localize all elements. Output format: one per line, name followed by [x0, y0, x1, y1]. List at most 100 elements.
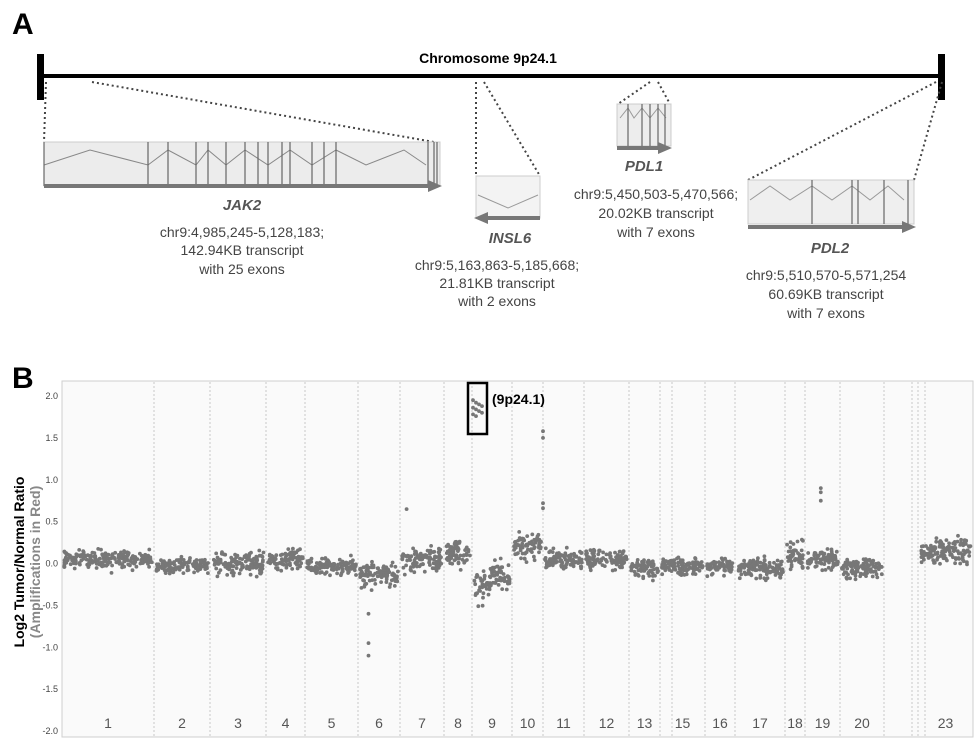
- data-point: [451, 547, 455, 552]
- data-point: [393, 564, 398, 569]
- data-point: [309, 556, 314, 561]
- data-point: [547, 550, 552, 555]
- y-tick-label: -0.5: [42, 600, 58, 610]
- outlier-point: [818, 490, 823, 495]
- data-point: [529, 547, 534, 552]
- outlier-point: [404, 507, 409, 511]
- data-point: [192, 570, 197, 575]
- data-point: [939, 553, 944, 558]
- data-point: [162, 568, 167, 573]
- data-point: [756, 556, 760, 561]
- data-point: [550, 563, 555, 568]
- data-point: [472, 578, 477, 583]
- y-tick-label: -2.0: [42, 726, 58, 736]
- data-point: [717, 560, 721, 565]
- gene-transcript-insl6: 21.81KB transcript: [439, 275, 554, 291]
- data-point: [613, 550, 617, 555]
- data-point: [482, 573, 487, 578]
- data-point: [216, 557, 221, 562]
- chromosome-label: 17: [752, 715, 768, 731]
- data-point: [632, 569, 637, 574]
- data-point: [420, 557, 425, 562]
- data-point: [233, 552, 238, 557]
- data-point: [602, 564, 607, 568]
- data-point: [492, 581, 497, 585]
- data-point: [332, 566, 337, 571]
- data-point: [214, 566, 219, 571]
- data-point: [763, 565, 768, 570]
- data-point: [258, 571, 263, 576]
- data-point: [943, 549, 948, 554]
- data-point: [814, 564, 819, 568]
- data-point: [748, 564, 753, 569]
- data-point: [373, 582, 378, 586]
- data-point: [166, 568, 171, 573]
- data-point: [274, 553, 279, 558]
- data-point: [81, 550, 86, 555]
- data-point: [736, 567, 741, 572]
- data-point: [629, 568, 634, 573]
- data-point: [601, 556, 605, 560]
- data-point: [97, 556, 102, 561]
- data-point: [422, 569, 427, 574]
- data-point: [543, 546, 548, 551]
- data-point: [70, 555, 74, 560]
- data-point: [428, 548, 433, 553]
- data-point: [785, 542, 789, 547]
- data-point: [198, 559, 203, 564]
- data-point: [634, 572, 639, 576]
- data-point: [660, 563, 665, 568]
- data-point: [520, 551, 525, 556]
- data-point: [457, 541, 462, 545]
- data-point: [362, 578, 366, 583]
- data-point: [249, 562, 254, 567]
- data-point: [752, 560, 757, 565]
- data-point: [195, 567, 200, 571]
- data-point: [948, 550, 952, 554]
- data-point: [730, 565, 734, 569]
- data-point: [488, 575, 493, 580]
- data-point: [826, 565, 831, 570]
- data-point: [369, 588, 374, 592]
- data-point: [754, 576, 759, 581]
- data-point: [482, 577, 487, 581]
- data-point: [933, 552, 938, 556]
- highlight-point: [471, 405, 475, 410]
- data-point: [868, 569, 873, 574]
- data-point: [420, 562, 425, 566]
- data-point: [229, 559, 234, 564]
- data-point: [850, 568, 855, 572]
- data-point: [518, 548, 523, 553]
- data-point: [372, 578, 377, 582]
- data-point: [945, 558, 949, 563]
- data-point: [591, 553, 596, 557]
- data-point: [919, 560, 924, 565]
- data-point: [944, 538, 949, 542]
- data-point: [829, 568, 834, 572]
- data-point: [544, 565, 549, 569]
- data-point: [101, 560, 105, 565]
- data-point: [651, 578, 655, 583]
- data-point: [961, 543, 966, 548]
- data-point: [280, 552, 285, 557]
- data-point: [931, 558, 936, 563]
- data-point: [959, 551, 963, 555]
- chromosome-label: 4: [282, 715, 290, 731]
- data-point: [592, 561, 596, 565]
- outlier-point: [541, 501, 545, 506]
- data-point: [147, 565, 152, 569]
- data-point: [793, 557, 798, 561]
- data-point: [259, 553, 264, 558]
- gene-name-jak2: JAK2: [223, 197, 262, 214]
- data-point: [172, 563, 177, 567]
- data-point: [379, 580, 383, 584]
- data-point: [660, 572, 665, 577]
- data-point: [959, 537, 963, 542]
- data-point: [348, 567, 353, 571]
- gene-name-insl6: INSL6: [489, 230, 532, 247]
- data-point: [758, 560, 763, 565]
- data-point: [445, 549, 450, 554]
- data-point: [867, 563, 871, 568]
- data-point: [269, 557, 274, 562]
- data-point: [288, 563, 292, 568]
